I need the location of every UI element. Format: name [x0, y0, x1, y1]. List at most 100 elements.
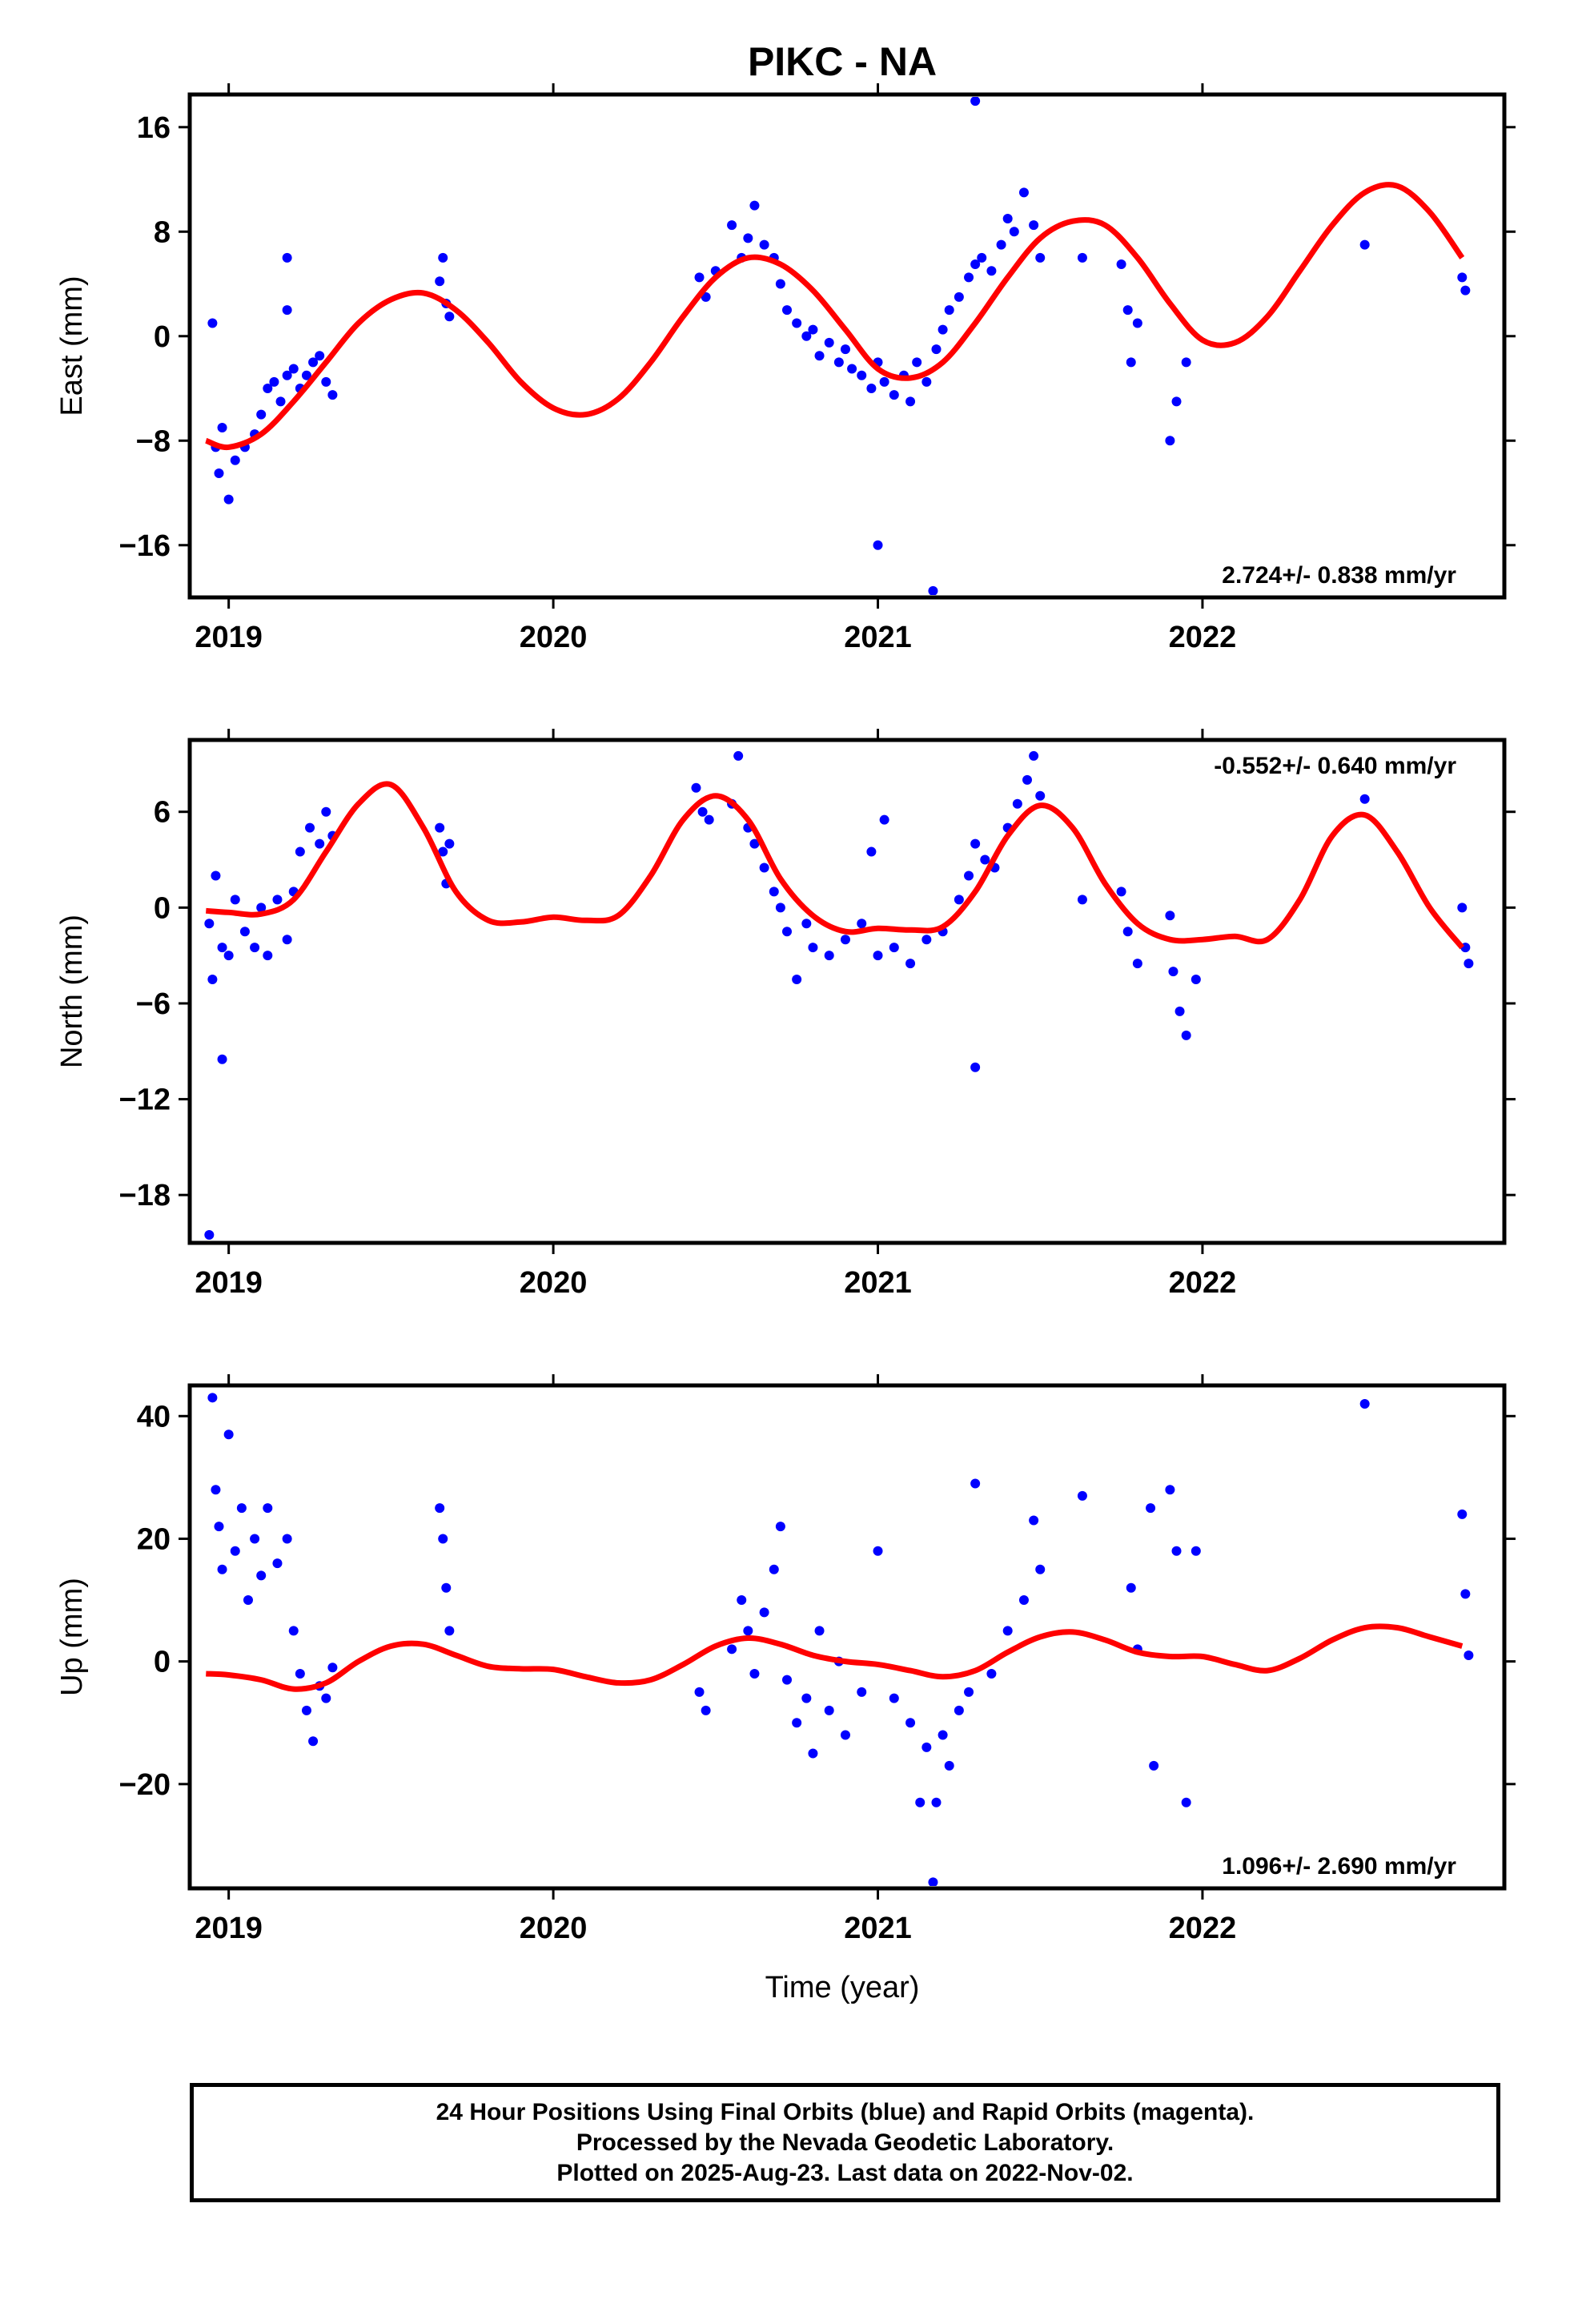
fit-curve: [206, 781, 1465, 950]
data-point: [824, 951, 834, 961]
footer-line-2: Processed by the Nevada Geodetic Laborat…: [576, 2129, 1114, 2156]
y-tick-label: 20: [137, 1522, 171, 1556]
data-point: [1035, 790, 1046, 801]
data-point: [223, 494, 234, 505]
data-point: [435, 276, 445, 287]
data-point: [775, 903, 785, 913]
data-point: [769, 1564, 779, 1574]
data-point: [905, 959, 916, 969]
y-tick-label: −20: [119, 1768, 171, 1802]
y-tick-label: 0: [154, 320, 171, 354]
data-point: [964, 1687, 974, 1697]
data-point: [1035, 252, 1046, 263]
data-point: [970, 97, 981, 107]
data-point: [1464, 1650, 1474, 1660]
chart-title: PIKC - NA: [748, 39, 937, 84]
y-axis-label: East (mm): [55, 275, 89, 416]
data-point: [1077, 1490, 1087, 1501]
data-point: [873, 540, 883, 550]
data-point: [1171, 1546, 1182, 1556]
velocity-annotation: -0.552+/- 0.640 mm/yr: [1214, 753, 1456, 779]
data-point: [1359, 794, 1370, 804]
x-tick-label: 2019: [195, 1912, 263, 1945]
data-point: [1029, 750, 1039, 761]
data-point: [781, 305, 792, 316]
data-point: [435, 1503, 445, 1514]
data-point: [1132, 959, 1142, 969]
data-point: [1077, 895, 1087, 905]
data-point: [792, 975, 802, 985]
data-point: [223, 1429, 234, 1440]
data-point: [879, 814, 889, 825]
data-point: [1191, 975, 1201, 985]
data-point: [1002, 213, 1013, 223]
data-point: [1359, 239, 1370, 250]
data-point: [921, 376, 932, 387]
data-point: [1149, 1760, 1159, 1771]
data-point: [282, 370, 292, 380]
data-layer: [206, 1393, 1474, 1886]
plot-frame: [187, 92, 1507, 600]
data-point: [305, 822, 315, 833]
data-point: [727, 220, 737, 231]
data-point: [327, 1663, 338, 1673]
data-layer: [204, 750, 1474, 1240]
data-point: [691, 782, 701, 793]
y-tick-label: −8: [136, 424, 171, 458]
data-point: [1165, 1485, 1175, 1495]
data-point: [301, 1705, 311, 1715]
data-point: [1165, 911, 1175, 921]
data-point: [749, 200, 760, 211]
data-point: [801, 1693, 812, 1703]
plot-frame: [187, 1383, 1507, 1891]
data-point: [1457, 903, 1468, 913]
data-point: [1018, 187, 1029, 198]
data-point: [1171, 396, 1182, 407]
x-axis-label: Time (year): [765, 1971, 920, 2004]
data-point: [321, 806, 331, 817]
data-point: [775, 279, 785, 289]
data-point: [866, 384, 877, 394]
data-point: [889, 1693, 899, 1703]
data-point: [230, 1546, 240, 1556]
y-tick-label: 8: [154, 215, 171, 249]
data-point: [308, 357, 319, 368]
data-point: [986, 1668, 997, 1679]
data-point: [1181, 1030, 1191, 1040]
data-point: [438, 252, 448, 263]
velocity-annotation: 2.724+/- 0.838 mm/yr: [1222, 562, 1456, 589]
data-point: [217, 1054, 227, 1064]
data-point: [840, 344, 850, 355]
data-point: [733, 750, 744, 761]
x-tick-label: 2021: [844, 1266, 912, 1300]
data-point: [207, 975, 218, 985]
data-point: [282, 305, 292, 316]
data-point: [1464, 959, 1474, 969]
panel-0: 16 8 0 −8 −16 2019 2020 2021 2022 East (mm) 2.724+…: [55, 83, 1516, 654]
data-point: [1022, 774, 1033, 785]
data-point: [263, 1503, 273, 1514]
data-point: [1116, 887, 1126, 897]
data-point: [970, 838, 981, 849]
data-point: [295, 846, 305, 857]
y-tick-label: 40: [137, 1400, 171, 1433]
data-point: [1035, 1564, 1046, 1574]
data-point: [840, 935, 850, 945]
data-point: [915, 1797, 926, 1807]
data-point: [211, 870, 221, 881]
data-point: [1174, 1006, 1185, 1016]
data-point: [1165, 436, 1175, 446]
velocity-annotation: 1.096+/- 2.690 mm/yr: [1222, 1853, 1456, 1880]
data-point: [697, 806, 708, 817]
data-point: [1460, 285, 1471, 296]
data-point: [905, 396, 916, 407]
data-point: [441, 1582, 452, 1593]
data-point: [217, 422, 227, 432]
data-point: [931, 1797, 942, 1807]
data-point: [272, 895, 283, 905]
data-point: [288, 364, 299, 374]
data-point: [912, 357, 922, 368]
data-point: [704, 814, 714, 825]
y-tick-label: 0: [154, 891, 171, 925]
y-tick-label: −16: [119, 529, 171, 563]
